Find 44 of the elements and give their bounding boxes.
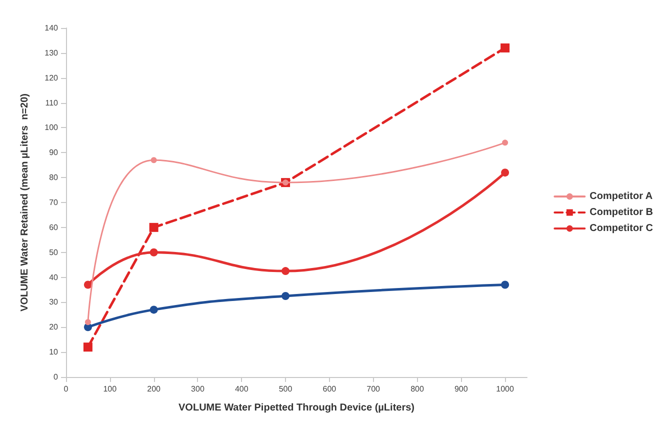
point: [84, 319, 91, 326]
x-tick-label: 0: [64, 384, 69, 394]
point: [83, 342, 92, 352]
y-tick-label: 10: [49, 348, 59, 357]
point: [84, 280, 92, 289]
point: [501, 280, 510, 289]
x-tick-label: 900: [454, 384, 468, 394]
y-axis-title: VOLUME Water Retained (mean µLiters n=20): [20, 94, 30, 312]
point: [502, 140, 508, 146]
y-tick-label: 80: [49, 173, 59, 182]
x-tick-label: 600: [322, 384, 337, 394]
x-tick-label: 1000: [496, 384, 514, 394]
y-tick-label: 110: [45, 98, 59, 108]
x-tick-label: 700: [366, 384, 381, 394]
y-tick-label: 0: [54, 372, 59, 382]
point: [282, 267, 290, 276]
y-tick-label: 70: [49, 198, 59, 207]
point: [282, 292, 290, 300]
x-tick-label: 300: [191, 384, 205, 394]
y-tick-label: 140: [44, 24, 59, 32]
x-axis-title: VOLUME Water Pipetted Through Device (µLiters): [178, 402, 414, 414]
y-tick-label: 120: [44, 73, 59, 82]
point: [150, 306, 158, 314]
x-tick-label: 800: [410, 384, 424, 394]
x-tick-label: 400: [234, 384, 249, 394]
y-tick-label: 130: [44, 48, 59, 58]
legend-label: Competitor B: [590, 207, 654, 218]
y-tick-label: 90: [49, 148, 59, 158]
point: [501, 168, 510, 177]
x-tick-label: 500: [278, 384, 293, 394]
point: [150, 248, 158, 256]
y-tick-label: 60: [49, 222, 59, 232]
y-tick-label: 100: [44, 123, 59, 132]
y-tick-label: 20: [49, 322, 59, 332]
point: [150, 157, 157, 164]
y-tick-label: 40: [49, 272, 59, 282]
point: [500, 43, 510, 52]
x-tick-label: 200: [147, 384, 162, 394]
y-tick-label: 30: [49, 298, 59, 307]
x-tick-label: 100: [103, 384, 118, 394]
legend-label: Competitor C: [590, 223, 654, 234]
legend-label: Competitor A: [590, 191, 653, 202]
point: [149, 222, 158, 232]
y-tick-label: 50: [49, 248, 59, 257]
